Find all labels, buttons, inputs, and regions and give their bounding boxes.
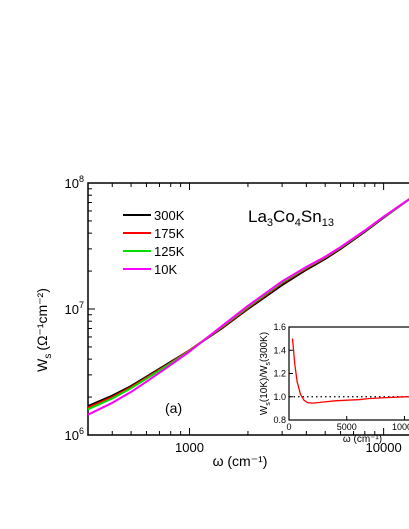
inset-chart: 0.8 1.0 1.2 1.4 1.6 0 5000 10000 ω (cm⁻¹) Ws(10K)… (259, 322, 409, 445)
inset-x-tick-label: 10000 (392, 422, 409, 432)
x-tick-label: 1000 (175, 440, 204, 455)
inset-x-tick-label: 0 (286, 422, 291, 432)
x-tick-label: 10000 (366, 440, 402, 455)
y-tick-label: 107 (65, 300, 84, 317)
legend-label-10k: 10K (154, 262, 177, 277)
y-tick-label: 106 (65, 426, 84, 443)
inset-ratio-line (291, 338, 409, 404)
inset-x-tick-label: 5000 (337, 422, 357, 432)
y-tick-label: 108 (65, 174, 84, 191)
legend-label-125k: 125K (154, 244, 185, 259)
inset-border (288, 326, 409, 421)
panel-label: (a) (165, 400, 182, 416)
inset-y-axis-title: Ws(10K)/Ws(300K) (259, 332, 272, 415)
main-labels: 1000 10000 106 107 108 (65, 174, 402, 455)
inset-x-axis-title: ω (cm⁻¹) (343, 434, 382, 445)
legend-label-175k: 175K (154, 226, 185, 241)
legend-label-300k: 300K (154, 208, 185, 223)
legend: 300K 175K 125K 10K (123, 208, 185, 277)
main-axis-ticks (87, 183, 385, 436)
inset-y-tick-label: 0.8 (273, 415, 286, 425)
x-axis-title: ω (cm⁻¹) (213, 453, 268, 469)
y-axis-title-main: W (34, 358, 50, 372)
y-axis-title-unit: (Ω⁻¹cm⁻²) (34, 288, 50, 351)
inset-y-tick-label: 1.2 (273, 369, 286, 379)
y-axis-title-sub: s (43, 354, 54, 359)
inset-y-tick-label: 1.4 (273, 345, 286, 355)
y-axis-title: Ws (Ω⁻¹cm⁻²) (34, 288, 54, 372)
series-line-10k (87, 198, 409, 416)
main-series-group (87, 198, 409, 416)
compound-label: La3Co4Sn13 (248, 207, 334, 229)
inset-y-tick-label: 1.0 (273, 392, 286, 402)
inset-y-tick-label: 1.6 (273, 322, 286, 332)
